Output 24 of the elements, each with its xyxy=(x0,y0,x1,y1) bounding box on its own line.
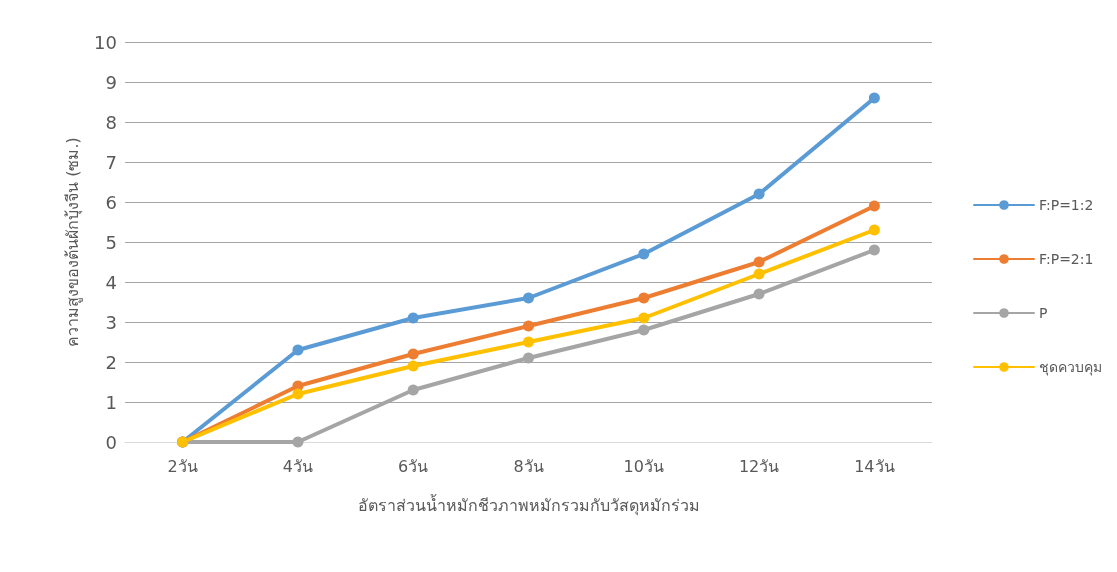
y-tick-label: 10 xyxy=(94,31,117,53)
x-tick-label: 14วัน xyxy=(854,456,895,476)
y-axis-title: ความสูงของต้นผักบุ้งจีน (ซม.) xyxy=(62,137,83,347)
y-tick-label: 6 xyxy=(105,191,117,213)
y-tick-label: 3 xyxy=(105,311,117,333)
x-tick-label: 10วัน xyxy=(623,456,664,476)
y-tick-label: 5 xyxy=(105,231,117,253)
x-tick-label: 4วัน xyxy=(282,456,314,476)
x-tick-label: 2วัน xyxy=(167,456,198,476)
x-axis-title: อัตราส่วนน้ำหมักชีวภาพหมักรวมกับวัสดุหมักร่วม xyxy=(357,493,700,516)
y-tick-label: 4 xyxy=(105,271,117,293)
y-tick-label: 8 xyxy=(105,111,117,133)
x-tick-label: 12วัน xyxy=(738,456,780,476)
y-tick-label: 1 xyxy=(105,391,117,413)
legend-label: F:P=2:1 xyxy=(1039,251,1094,267)
x-tick-label: 8วัน xyxy=(513,456,544,476)
y-tick-label: 7 xyxy=(105,151,117,173)
x-tick-label: 6วัน xyxy=(398,456,429,476)
legend-label: P xyxy=(1039,305,1048,321)
legend-label: ชุดควบคุม xyxy=(1039,359,1102,376)
y-tick-label: 0 xyxy=(105,431,117,453)
legend-label: F:P=1:2 xyxy=(1039,197,1094,213)
y-tick-label: 2 xyxy=(105,351,117,373)
y-tick-label: 9 xyxy=(105,71,117,93)
